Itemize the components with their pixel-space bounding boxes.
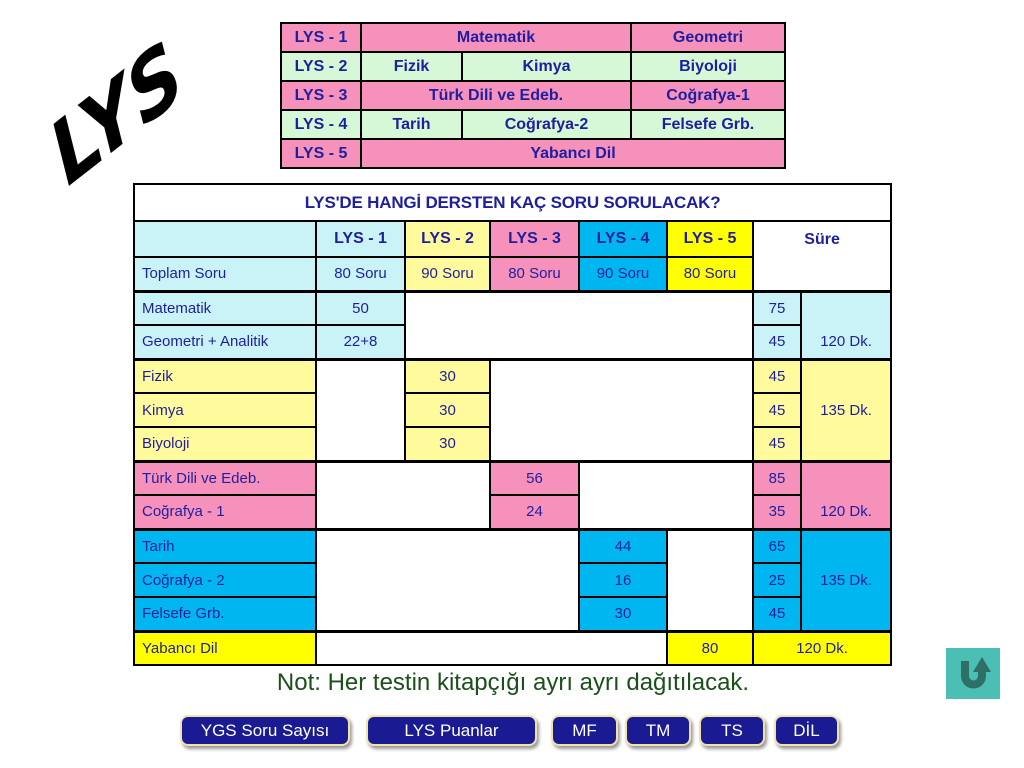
exam-label-cell: LYS - 2 — [280, 51, 362, 82]
column-header-cell: LYS - 5 — [666, 220, 754, 258]
subject-total-cell: 25 — [752, 562, 802, 598]
subject-cell: Türk Dili ve Edeb. — [360, 80, 632, 111]
empty-cell — [666, 527, 754, 632]
duration-cell: 120 Dk. — [799, 459, 893, 530]
subject-cell: Tarih — [360, 109, 463, 140]
empty-cell — [578, 459, 754, 530]
subject-name-cell: Türk Dili ve Edeb. — [133, 459, 317, 496]
column-header-cell: LYS - 1 — [315, 220, 406, 258]
subject-total-cell: 85 — [752, 459, 802, 496]
note-text: Not: Her testin kitapçığı ayrı ayrı dağı… — [276, 669, 750, 696]
empty-cell — [404, 289, 754, 360]
empty-cell — [315, 459, 491, 530]
nav-button-row: YGS Soru Sayısı LYS Puanlar MF TM TS DİL — [180, 715, 839, 746]
total-questions-cell: 80 Soru — [666, 256, 754, 292]
subject-name-cell: Coğrafya - 1 — [133, 494, 317, 530]
question-count-cell: 56 — [489, 459, 580, 496]
subject-total-cell: 65 — [752, 527, 802, 564]
subject-total-cell: 45 — [752, 357, 802, 394]
subject-name-cell: Yabancı Dil — [133, 629, 317, 666]
total-questions-cell: 80 Soru — [315, 256, 406, 292]
question-count-cell: 16 — [578, 562, 668, 598]
lys-wordart-text: LYS — [37, 22, 198, 205]
subject-cell: Kimya — [461, 51, 632, 82]
total-questions-cell: 90 Soru — [578, 256, 668, 292]
exam-label-cell: LYS - 3 — [280, 80, 362, 111]
subject-total-cell: 45 — [752, 426, 802, 462]
lys-puanlar-button[interactable]: LYS Puanlar — [366, 715, 537, 746]
subject-name-cell: Biyoloji — [133, 426, 317, 462]
question-count-cell: 30 — [404, 426, 491, 462]
subject-name-cell: Felsefe Grb. — [133, 596, 317, 632]
question-count-cell: 80 — [666, 629, 754, 666]
empty-corner-cell — [133, 220, 317, 258]
duration-cell: 135 Dk. — [799, 357, 893, 462]
table-title: LYS'DE HANGİ DERSTEN KAÇ SORU SORULACAK? — [132, 183, 893, 222]
total-questions-cell: 80 Soru — [489, 256, 580, 292]
subject-cell: Geometri — [630, 22, 786, 53]
total-questions-cell: 90 Soru — [404, 256, 491, 292]
column-header-cell: LYS - 3 — [489, 220, 580, 258]
question-count-table: LYS'DE HANGİ DERSTEN KAÇ SORU SORULACAK?… — [132, 183, 893, 666]
ygs-soru-sayisi-button[interactable]: YGS Soru Sayısı — [180, 715, 350, 746]
return-button[interactable] — [946, 648, 1000, 699]
subject-name-cell: Geometri + Analitik — [133, 324, 317, 360]
subject-cell: Fizik — [360, 51, 463, 82]
exam-label-cell: LYS - 1 — [280, 22, 362, 53]
exam-label-cell: LYS - 4 — [280, 109, 362, 140]
duration-cell: 135 Dk. — [799, 527, 893, 632]
question-count-cell: 50 — [315, 289, 406, 326]
empty-cell — [315, 629, 668, 666]
duration-cell: 120 Dk. — [799, 289, 893, 360]
dil-button[interactable]: DİL — [774, 715, 839, 746]
question-count-cell: 22+8 — [315, 324, 406, 360]
question-count-cell: 30 — [404, 357, 491, 394]
subject-cell: Coğrafya-2 — [461, 109, 632, 140]
subject-name-cell: Tarih — [133, 527, 317, 564]
u-turn-arrow-icon — [960, 656, 991, 688]
subject-cell: Coğrafya-1 — [630, 80, 786, 111]
mf-button[interactable]: MF — [551, 715, 618, 746]
subject-name-cell: Fizik — [133, 357, 317, 394]
empty-cell — [315, 357, 406, 462]
subject-cell: Biyoloji — [630, 51, 786, 82]
column-header-cell: LYS - 2 — [404, 220, 491, 258]
subject-cell: Felsefe Grb. — [630, 109, 786, 140]
duration-cell: 120 Dk. — [751, 629, 893, 666]
question-count-cell: 30 — [404, 392, 491, 428]
empty-cell — [315, 527, 580, 632]
subject-total-cell: 35 — [752, 494, 802, 530]
question-count-cell: 24 — [489, 494, 580, 530]
exam-structure-table: LYS - 1 Matematik Geometri LYS - 2 Fizik… — [280, 22, 786, 169]
column-header-cell: LYS - 4 — [578, 220, 668, 258]
empty-cell — [489, 357, 754, 462]
subject-name-cell: Coğrafya - 2 — [133, 562, 317, 598]
question-count-cell: 30 — [578, 596, 668, 632]
ts-button[interactable]: TS — [699, 715, 765, 746]
subject-total-cell: 45 — [752, 324, 802, 360]
tm-button[interactable]: TM — [625, 715, 691, 746]
subject-cell: Matematik — [360, 22, 632, 53]
subject-total-cell: 45 — [752, 596, 802, 632]
subject-cell: Yabancı Dil — [360, 138, 786, 169]
subject-name-cell: Kimya — [133, 392, 317, 428]
total-row-label: Toplam Soru — [133, 256, 317, 292]
question-count-cell: 44 — [578, 527, 668, 564]
subject-total-cell: 75 — [752, 289, 802, 326]
exam-label-cell: LYS - 5 — [280, 138, 362, 169]
duration-header-cell: Süre — [751, 220, 893, 292]
subject-total-cell: 45 — [752, 392, 802, 428]
subject-name-cell: Matematik — [133, 289, 317, 326]
